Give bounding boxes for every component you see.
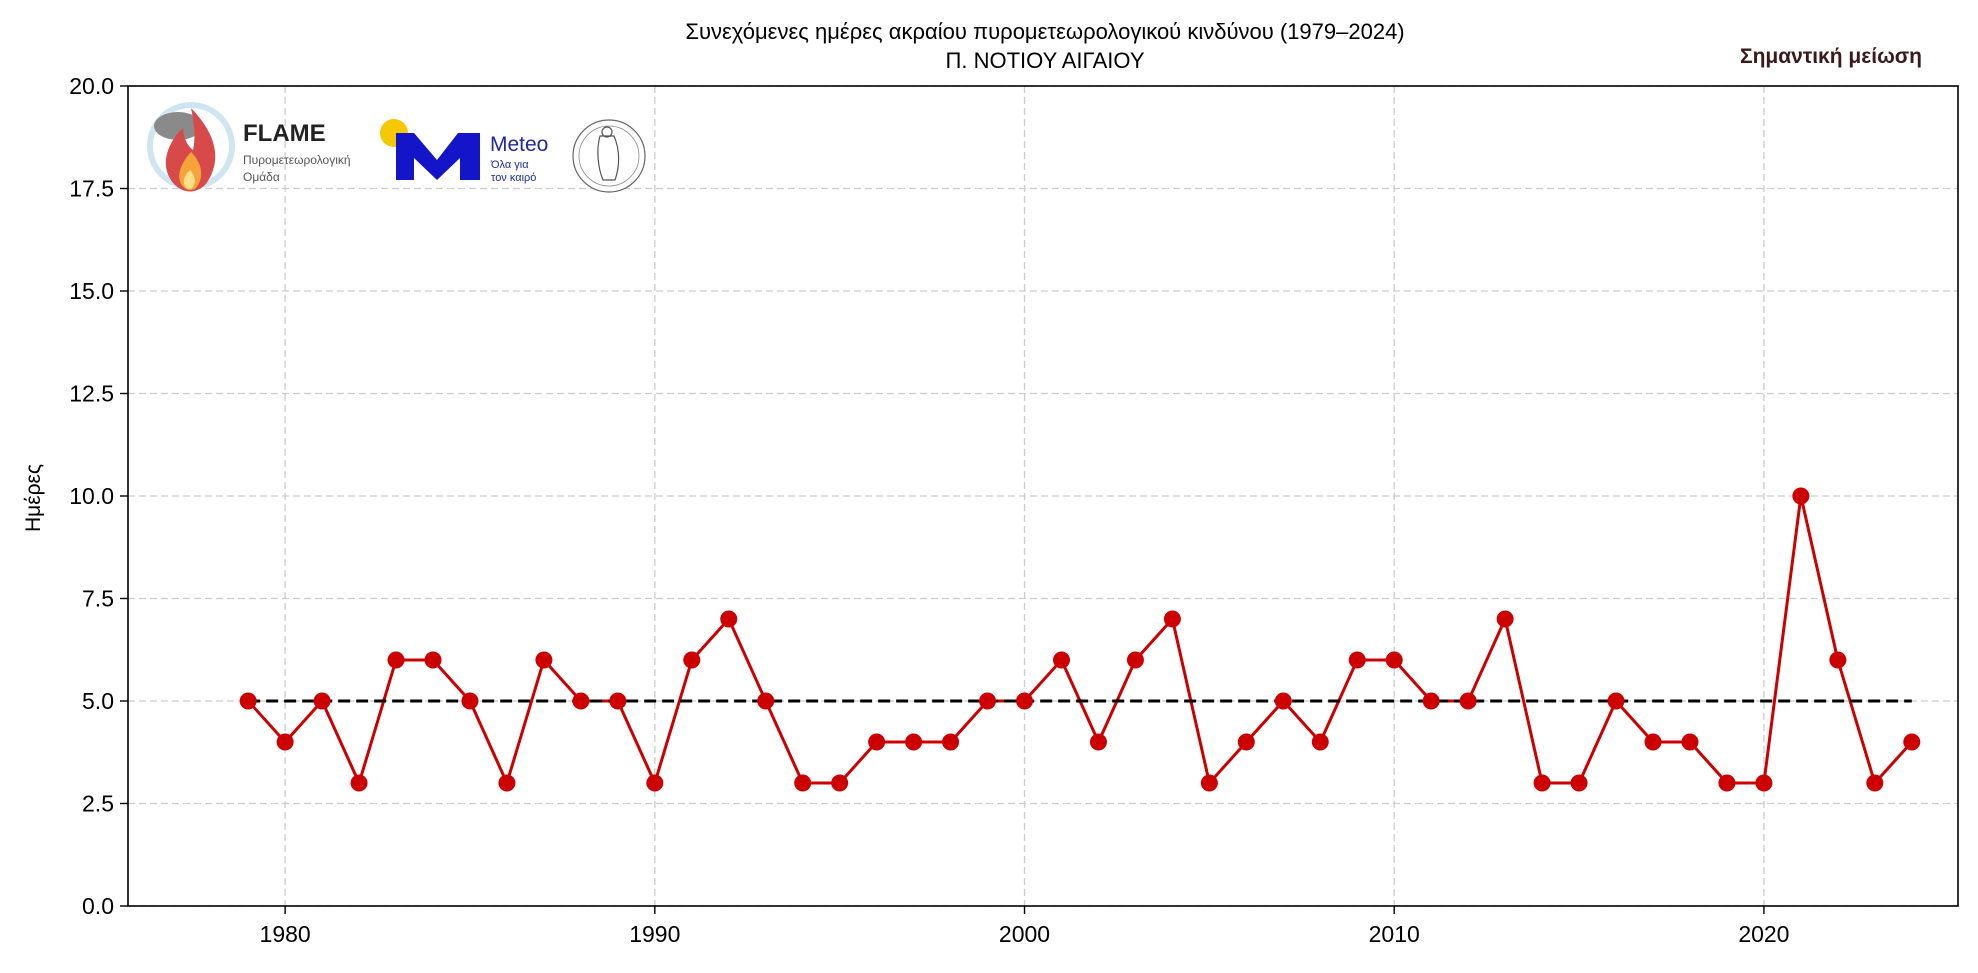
x-tick-label: 2010 (1369, 921, 1420, 947)
flame-center-icon (183, 170, 195, 189)
chart-title: Συνεχόμενες ημέρες ακραίου πυρομετεωρολο… (685, 19, 1404, 44)
data-point (535, 651, 553, 669)
data-point (387, 651, 405, 669)
x-tick-label: 2000 (999, 921, 1050, 947)
y-tick-label: 20.0 (69, 73, 114, 99)
data-point (461, 692, 479, 710)
chart-subtitle: Π. ΝΟΤΙΟΥ ΑΙΓΑΙΟΥ (946, 48, 1145, 73)
y-axis-label: Ημέρες (22, 464, 45, 532)
data-point (1052, 651, 1070, 669)
cloud-icon (154, 112, 202, 140)
data-point (1570, 774, 1588, 792)
data-point (1866, 774, 1884, 792)
data-point (1903, 733, 1921, 751)
data-point (1607, 692, 1625, 710)
data-point (646, 774, 664, 792)
observatory-seal-logo (572, 119, 646, 193)
data-point (868, 733, 886, 751)
data-point (1644, 733, 1662, 751)
meteo-logo: Meteo Όλα για τον καιρό (380, 119, 548, 184)
data-point (720, 610, 738, 628)
data-point (905, 733, 923, 751)
data-point (276, 733, 294, 751)
data-point (1126, 651, 1144, 669)
data-point (1533, 774, 1551, 792)
grid (128, 85, 1958, 907)
y-tick-label: 17.5 (69, 176, 114, 202)
data-point (942, 733, 960, 751)
flame-logo: FLAME Πυρομετεωρολογική Ομάδα (147, 102, 351, 192)
data-point (1792, 487, 1810, 505)
series-line-days (247, 494, 1913, 785)
seal-inner-ring (578, 125, 640, 187)
meteo-logo-name: Meteo (490, 133, 548, 156)
x-tick-label: 1990 (629, 921, 680, 947)
data-point (1237, 733, 1255, 751)
data-point (831, 774, 849, 792)
seal-figure-icon (597, 135, 620, 181)
seal-head-icon (601, 126, 613, 138)
data-point (313, 692, 331, 710)
data-point (1459, 692, 1477, 710)
trend-annotation: Σημαντική μείωση (1740, 45, 1922, 68)
y-tick-label: 10.0 (69, 483, 114, 509)
data-point (1496, 610, 1514, 628)
flame-logo-line1: Πυρομετεωρολογική (243, 153, 351, 167)
x-tick-label: 2020 (1738, 921, 1789, 947)
y-tick-label: 15.0 (69, 278, 114, 304)
data-point (1200, 774, 1218, 792)
data-point (1422, 692, 1440, 710)
flame-icon (165, 108, 216, 192)
flame-logo-title: FLAME (243, 120, 326, 147)
data-point (1681, 733, 1699, 751)
series (239, 487, 1921, 792)
meteo-m-icon (396, 133, 480, 180)
y-tick-label: 7.5 (82, 586, 114, 612)
data-point (979, 692, 997, 710)
x-tick-label: 1980 (260, 921, 311, 947)
y-tick-label: 2.5 (82, 791, 114, 817)
y-tick-label: 0.0 (82, 893, 114, 919)
data-point (757, 692, 775, 710)
y-tick-label: 12.5 (69, 381, 114, 407)
data-point (572, 692, 590, 710)
data-point (424, 651, 442, 669)
y-tick-label: 5.0 (82, 688, 114, 714)
meteo-logo-line2: τον καιρό (491, 172, 536, 184)
data-point (1718, 774, 1736, 792)
data-point (794, 774, 812, 792)
axes: 1980 1990 2000 2010 2020 0.0 2.5 5.0 7.5 10.0 12.5… (69, 73, 1959, 947)
data-point (1163, 610, 1181, 628)
data-point (350, 774, 368, 792)
data-point (683, 651, 701, 669)
data-point (1755, 774, 1773, 792)
data-point (1311, 733, 1329, 751)
data-point (239, 692, 257, 710)
data-point (1829, 651, 1847, 669)
seal-outer-ring (572, 119, 646, 193)
data-point (498, 774, 516, 792)
data-point (609, 692, 627, 710)
flame-logo-line2: Ομάδα (243, 170, 280, 184)
data-point (1274, 692, 1292, 710)
data-point (1089, 733, 1107, 751)
data-point (1385, 651, 1403, 669)
meteo-logo-line1: Όλα για (490, 159, 529, 171)
data-point (1016, 692, 1034, 710)
data-point (1348, 651, 1366, 669)
